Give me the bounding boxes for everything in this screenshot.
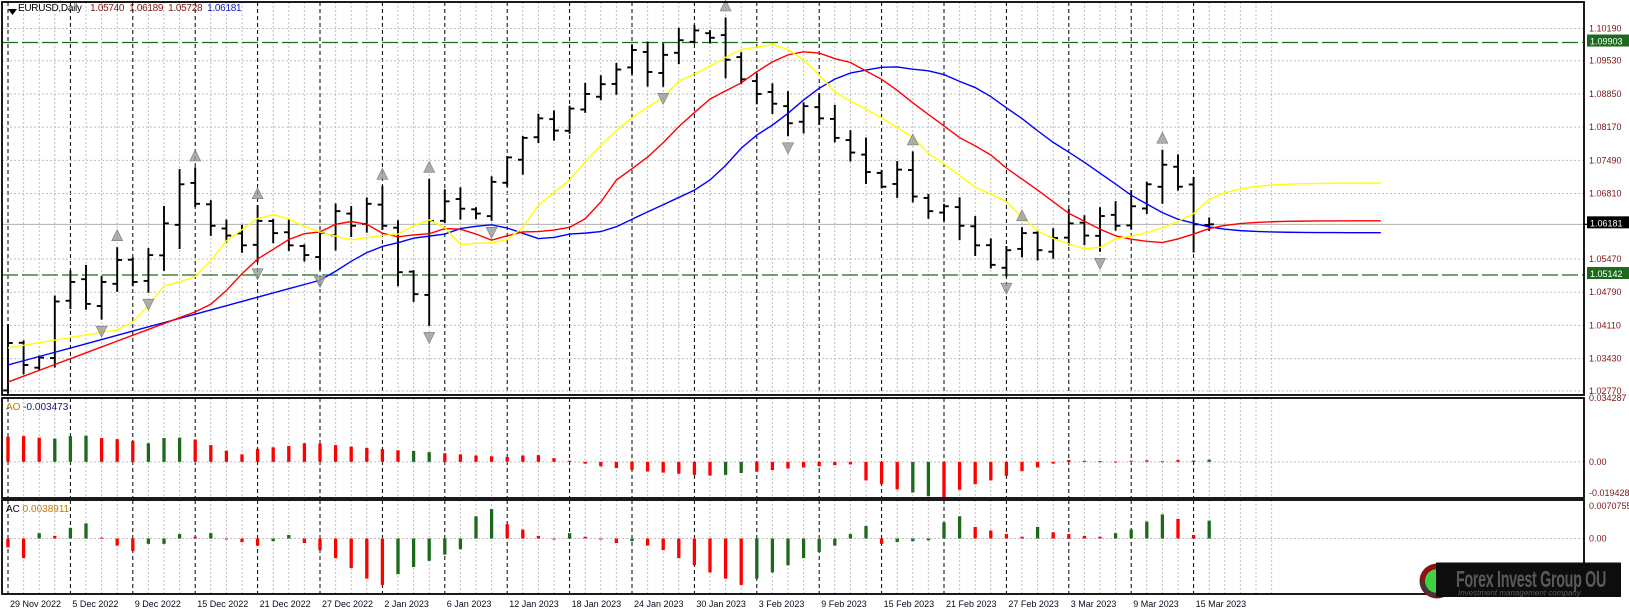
svg-text:Investment management company: Investment management company (1458, 589, 1582, 598)
svg-text:6 Jan 2023: 6 Jan 2023 (447, 599, 492, 609)
svg-text:2 Jan 2023: 2 Jan 2023 (384, 599, 429, 609)
svg-text:0.00: 0.00 (1589, 534, 1607, 544)
svg-text:1.03430: 1.03430 (1589, 354, 1622, 364)
svg-text:1.06181: 1.06181 (1590, 218, 1623, 228)
svg-text:0.00: 0.00 (1589, 457, 1607, 467)
svg-text:0.034287: 0.034287 (1589, 393, 1627, 403)
svg-text:1.04790: 1.04790 (1589, 287, 1622, 297)
svg-text:27 Feb 2023: 27 Feb 2023 (1008, 599, 1059, 609)
svg-text:15 Feb 2023: 15 Feb 2023 (884, 599, 935, 609)
svg-text:1.06810: 1.06810 (1589, 189, 1622, 199)
svg-text:24 Jan 2023: 24 Jan 2023 (634, 599, 684, 609)
svg-text:12 Jan 2023: 12 Jan 2023 (509, 599, 559, 609)
svg-text:1.09903: 1.09903 (1590, 37, 1623, 47)
svg-text:3 Mar 2023: 3 Mar 2023 (1071, 599, 1117, 609)
svg-text:5 Dec 2022: 5 Dec 2022 (72, 599, 118, 609)
svg-text:1.04110: 1.04110 (1589, 320, 1621, 330)
svg-text:9 Feb 2023: 9 Feb 2023 (821, 599, 867, 609)
svg-text:1.05470: 1.05470 (1589, 254, 1622, 264)
svg-text:21 Dec 2022: 21 Dec 2022 (260, 599, 311, 609)
svg-text:1.08170: 1.08170 (1589, 122, 1622, 132)
svg-text:30 Jan 2023: 30 Jan 2023 (696, 599, 746, 609)
svg-text:1.09530: 1.09530 (1589, 56, 1622, 66)
svg-text:15 Dec 2022: 15 Dec 2022 (197, 599, 248, 609)
svg-text:9 Dec 2022: 9 Dec 2022 (135, 599, 181, 609)
svg-text:0.0070755: 0.0070755 (1589, 501, 1629, 511)
svg-text:18 Jan 2023: 18 Jan 2023 (572, 599, 622, 609)
svg-text:1.08850: 1.08850 (1589, 89, 1622, 99)
svg-text:27 Dec 2022: 27 Dec 2022 (322, 599, 373, 609)
svg-text:1.05142: 1.05142 (1590, 269, 1623, 279)
svg-text:21 Feb 2023: 21 Feb 2023 (946, 599, 997, 609)
svg-text:3 Feb 2023: 3 Feb 2023 (759, 599, 805, 609)
svg-text:1.10190: 1.10190 (1589, 24, 1622, 34)
svg-text:1.07490: 1.07490 (1589, 155, 1622, 165)
svg-text:9 Mar 2023: 9 Mar 2023 (1133, 599, 1179, 609)
svg-text:15 Mar 2023: 15 Mar 2023 (1196, 599, 1247, 609)
svg-text:-0.019428: -0.019428 (1589, 488, 1629, 498)
svg-text:29 Nov 2022: 29 Nov 2022 (10, 599, 61, 609)
